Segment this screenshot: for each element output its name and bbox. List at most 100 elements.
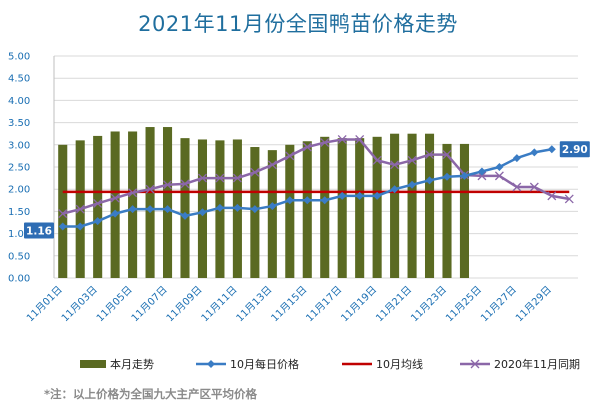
daily-price-point <box>408 180 417 189</box>
bar <box>459 143 470 278</box>
x-tick-label: 11月11日 <box>199 284 240 325</box>
daily-price-point <box>128 205 137 214</box>
daily-price-point <box>181 211 189 220</box>
daily-price-point <box>495 163 504 171</box>
bar <box>424 133 435 278</box>
prev-year-point <box>442 150 452 160</box>
prev-year-point <box>547 191 557 201</box>
y-tick-label: 1.50 <box>8 207 30 218</box>
legend-label-daily: 10月每日价格 <box>230 358 299 371</box>
bar <box>390 133 400 278</box>
prev-year-point <box>93 198 103 208</box>
legend-daily-swatch <box>196 360 226 368</box>
x-tick-label: 11月07日 <box>129 284 170 325</box>
daily-price-point <box>285 196 294 205</box>
daily-price-point <box>355 191 364 200</box>
daily-price-point <box>477 167 486 176</box>
legend-bar-swatch <box>80 360 106 368</box>
bar <box>110 131 120 278</box>
daily-price-point <box>303 196 312 205</box>
prev-year-point <box>285 151 295 161</box>
prev-year-point <box>215 173 225 183</box>
prev-year-point <box>372 155 382 165</box>
prev-year-point <box>128 188 138 198</box>
bar <box>93 135 103 278</box>
y-tick-label: 5.00 <box>8 52 30 63</box>
prev-year-point <box>267 160 277 170</box>
bar <box>180 138 190 278</box>
prev-year-point <box>320 138 330 148</box>
prev-year-point <box>494 171 504 181</box>
daily-price-point <box>373 191 382 200</box>
daily-price-point <box>93 217 102 226</box>
prev-year-point <box>232 173 242 183</box>
bar <box>58 144 68 278</box>
bar <box>407 133 417 278</box>
y-tick-label: 4.50 <box>8 74 30 85</box>
x-tick-label: 11月19日 <box>339 284 380 325</box>
prev-year-point <box>250 167 260 177</box>
bar <box>320 136 330 278</box>
daily-price-point <box>390 185 399 194</box>
daily-price-point <box>76 222 85 231</box>
bar <box>162 127 173 278</box>
prev-year-point <box>198 173 207 183</box>
footnote: *注：以上价格为全国九大主产区平均价格 <box>44 387 258 401</box>
legend-item-bar: 本月走势 <box>80 356 154 372</box>
prev-year-point <box>390 160 400 170</box>
x-tick-label: 11月23日 <box>408 284 449 325</box>
legend-item-avg: 10月均线 <box>342 356 423 372</box>
prev-year-point <box>110 193 120 203</box>
legend-label-prev-year: 2020年11月同期 <box>494 358 580 371</box>
prev-year-point <box>512 182 522 192</box>
bar <box>285 144 295 278</box>
daily-price-point <box>338 191 347 200</box>
daily-price-point <box>443 172 451 181</box>
data-label: 2.90 <box>562 144 588 156</box>
y-tick-label: 0.50 <box>8 251 30 262</box>
x-tick-label: 11月13日 <box>234 284 275 325</box>
x-tick-label: 11月05日 <box>94 284 135 325</box>
prev-year-point <box>145 184 155 194</box>
daily-price-point <box>250 205 259 214</box>
prev-year-point <box>564 194 574 204</box>
daily-price-point <box>233 203 242 212</box>
bar <box>145 127 155 278</box>
y-tick-label: 2.00 <box>8 185 30 196</box>
x-tick-label: 11月09日 <box>164 284 205 325</box>
daily-price-point <box>547 145 556 154</box>
prev-year-point <box>355 135 365 144</box>
prev-year-line <box>62 138 570 215</box>
data-label-box <box>24 222 54 239</box>
x-tick-label: 11月01日 <box>24 284 65 325</box>
daily-price-point <box>58 222 67 231</box>
y-tick-label: 2.50 <box>8 163 30 174</box>
legend-prev-year-swatch <box>460 359 490 369</box>
prev-year-point <box>75 204 85 214</box>
daily-price-point <box>111 209 120 218</box>
y-tick-label: 1.00 <box>8 229 30 240</box>
prev-year-point <box>337 135 347 144</box>
prev-year-point <box>302 142 312 152</box>
x-tick-label: 11月27日 <box>478 284 519 325</box>
daily-price-point <box>460 171 469 180</box>
x-tick-label: 11月15日 <box>269 284 310 325</box>
x-tick-label: 11月21日 <box>374 284 415 325</box>
bar <box>355 138 365 278</box>
chart-title: 2021年11月份全国鸭苗价格走势 <box>138 12 458 36</box>
data-label-box <box>559 141 590 158</box>
prev-year-point <box>529 182 539 192</box>
legend-label-bar: 本月走势 <box>110 358 154 371</box>
y-tick-label: 3.00 <box>8 140 30 151</box>
prev-year-point <box>163 180 172 190</box>
y-tick-label: 0.00 <box>8 274 30 285</box>
bar <box>337 138 347 278</box>
data-label: 1.16 <box>26 225 52 237</box>
daily-price-point <box>215 203 224 212</box>
legend-item-prev-year: 2020年11月同期 <box>460 356 580 372</box>
legend-label-avg: 10月均线 <box>376 358 423 371</box>
daily-price-point <box>163 205 172 214</box>
bar <box>128 131 138 278</box>
legend-item-daily: 10月每日价格 <box>196 356 299 372</box>
